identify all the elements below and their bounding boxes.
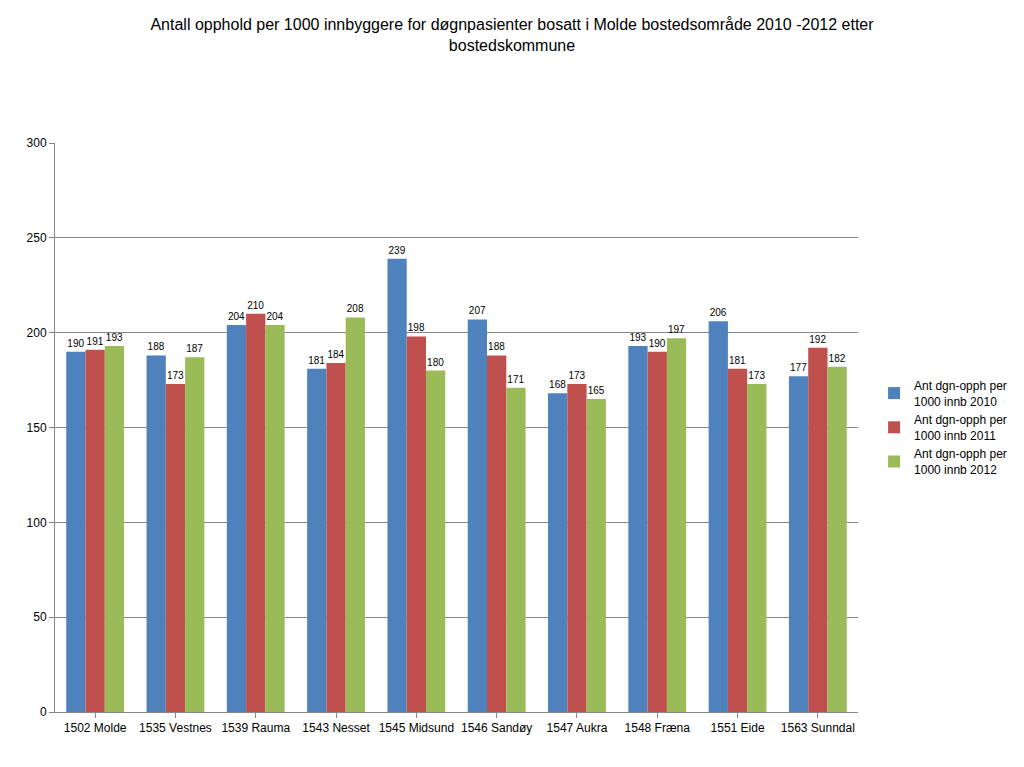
svg-text:1547 Aukra: 1547 Aukra bbox=[547, 721, 608, 735]
svg-text:188: 188 bbox=[488, 341, 505, 352]
svg-text:191: 191 bbox=[87, 336, 104, 347]
svg-text:Ant dgn-opph per1000 innb 2011: Ant dgn-opph per1000 innb 2011 bbox=[914, 413, 1007, 443]
svg-text:300: 300 bbox=[27, 136, 47, 150]
svg-text:150: 150 bbox=[27, 421, 47, 435]
svg-text:197: 197 bbox=[668, 324, 685, 335]
svg-text:187: 187 bbox=[186, 343, 203, 354]
svg-text:190: 190 bbox=[67, 338, 84, 349]
svg-text:1545 Midsund: 1545 Midsund bbox=[379, 721, 454, 735]
svg-text:188: 188 bbox=[148, 341, 165, 352]
svg-text:207: 207 bbox=[469, 305, 486, 316]
svg-text:210: 210 bbox=[247, 300, 264, 311]
svg-text:Antall opphold per 1000 innbyg: Antall opphold per 1000 innbyggere for d… bbox=[150, 16, 874, 54]
svg-text:165: 165 bbox=[588, 385, 605, 396]
svg-text:181: 181 bbox=[729, 355, 746, 366]
svg-text:1546 Sandøy: 1546 Sandøy bbox=[461, 721, 532, 735]
svg-text:1548 Fræna: 1548 Fræna bbox=[625, 721, 691, 735]
svg-text:239: 239 bbox=[389, 245, 406, 256]
svg-text:Ant dgn-opph per1000 innb 2010: Ant dgn-opph per1000 innb 2010 bbox=[914, 379, 1007, 409]
svg-text:182: 182 bbox=[829, 353, 846, 364]
svg-text:184: 184 bbox=[327, 349, 344, 360]
svg-text:190: 190 bbox=[649, 338, 666, 349]
svg-text:168: 168 bbox=[549, 379, 566, 390]
svg-text:204: 204 bbox=[228, 311, 245, 322]
svg-text:181: 181 bbox=[308, 355, 325, 366]
svg-text:1535 Vestnes: 1535 Vestnes bbox=[139, 721, 212, 735]
svg-text:173: 173 bbox=[748, 370, 765, 381]
svg-text:1551 Eide: 1551 Eide bbox=[711, 721, 765, 735]
svg-text:193: 193 bbox=[629, 332, 646, 343]
svg-text:204: 204 bbox=[266, 311, 283, 322]
svg-text:200: 200 bbox=[27, 326, 47, 340]
svg-text:0: 0 bbox=[40, 705, 47, 719]
svg-text:173: 173 bbox=[568, 370, 585, 381]
svg-text:193: 193 bbox=[106, 332, 123, 343]
svg-text:Ant dgn-opph per1000 innb 2012: Ant dgn-opph per1000 innb 2012 bbox=[914, 447, 1007, 477]
svg-text:1539 Rauma: 1539 Rauma bbox=[221, 721, 290, 735]
svg-text:1543 Nesset: 1543 Nesset bbox=[302, 721, 370, 735]
svg-text:250: 250 bbox=[27, 231, 47, 245]
svg-text:192: 192 bbox=[809, 334, 826, 345]
svg-text:206: 206 bbox=[710, 307, 727, 318]
svg-text:50: 50 bbox=[33, 610, 47, 624]
svg-text:208: 208 bbox=[347, 303, 364, 314]
svg-text:173: 173 bbox=[167, 370, 184, 381]
svg-text:1563 Sunndal: 1563 Sunndal bbox=[781, 721, 855, 735]
svg-text:177: 177 bbox=[790, 362, 807, 373]
svg-text:1502 Molde: 1502 Molde bbox=[64, 721, 127, 735]
svg-text:198: 198 bbox=[408, 322, 425, 333]
svg-text:100: 100 bbox=[27, 516, 47, 530]
svg-text:180: 180 bbox=[427, 357, 444, 368]
svg-text:171: 171 bbox=[507, 374, 524, 385]
